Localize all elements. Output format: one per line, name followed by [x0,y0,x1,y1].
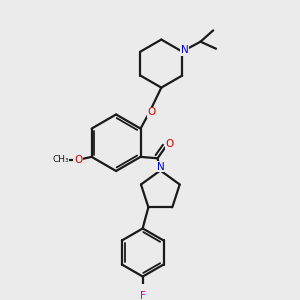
Text: O: O [166,139,174,149]
Text: CH₃: CH₃ [52,155,69,164]
Text: F: F [140,291,146,300]
Text: O: O [148,107,156,117]
Text: N: N [157,162,164,172]
Text: N: N [181,45,188,55]
Text: O: O [74,155,82,165]
